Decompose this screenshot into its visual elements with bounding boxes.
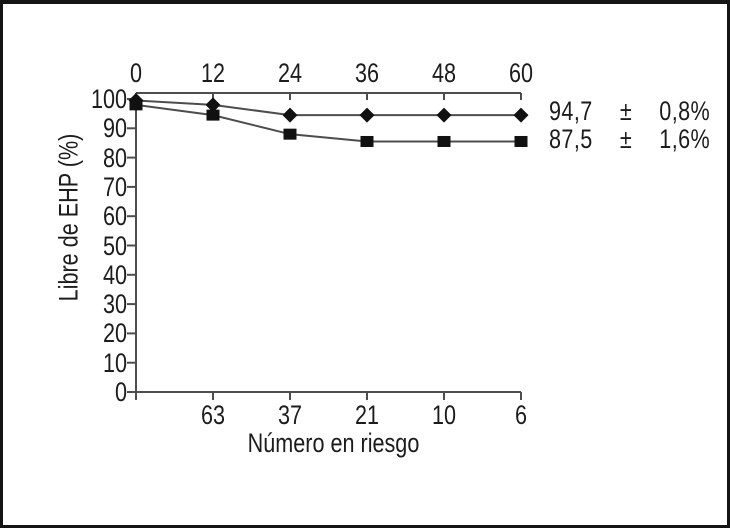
top-tick-label: 60 [508,58,534,88]
y-tick-label: 70 [102,171,127,202]
diamond-marker [436,107,452,123]
annotation-series-superior: 94,7 ± 0,8% [549,96,711,126]
annotation-series-inferior: 87,5 ± 1,6% [549,124,711,154]
axes [127,92,522,400]
y-tick-label: 80 [102,142,127,173]
diamond-marker [205,97,221,113]
series-line-curva-superior [135,99,521,117]
square-marker [283,128,297,140]
square-marker [437,135,451,147]
y-tick-label: 30 [102,289,127,320]
square-marker [206,109,220,121]
y-tick-label: 50 [102,230,127,261]
top-tick-label: 36 [354,58,380,88]
y-tick-label: 100 [90,84,127,114]
x-axis-bottom-title: Número en riesgo [247,428,420,458]
at-risk-value: 10 [431,400,457,430]
at-risk-value: 21 [354,400,380,430]
at-risk-value: 63 [200,400,226,430]
y-tick-label: 10 [102,347,127,378]
top-tick-label: 24 [277,58,303,88]
y-axis-title: Libre de EHP (%) [53,133,84,302]
diamond-marker [282,107,298,123]
y-tick-label: 0 [114,377,127,407]
square-marker [129,99,143,111]
y-tick-label: 20 [102,318,127,349]
square-marker [360,135,374,147]
square-marker [514,135,528,147]
y-tick-label: 60 [102,201,127,232]
top-tick-label: 12 [200,58,226,88]
at-risk-value: 6 [514,400,528,430]
top-tick-label: 0 [129,58,143,88]
y-tick-label: 90 [102,113,127,144]
at-risk-value: 37 [277,400,303,430]
top-tick-label: 48 [431,58,457,88]
series-line-curva-inferior [135,103,521,143]
series [128,92,529,147]
diamond-marker [513,107,529,123]
diamond-marker [359,107,375,123]
y-tick-label: 40 [102,259,127,290]
